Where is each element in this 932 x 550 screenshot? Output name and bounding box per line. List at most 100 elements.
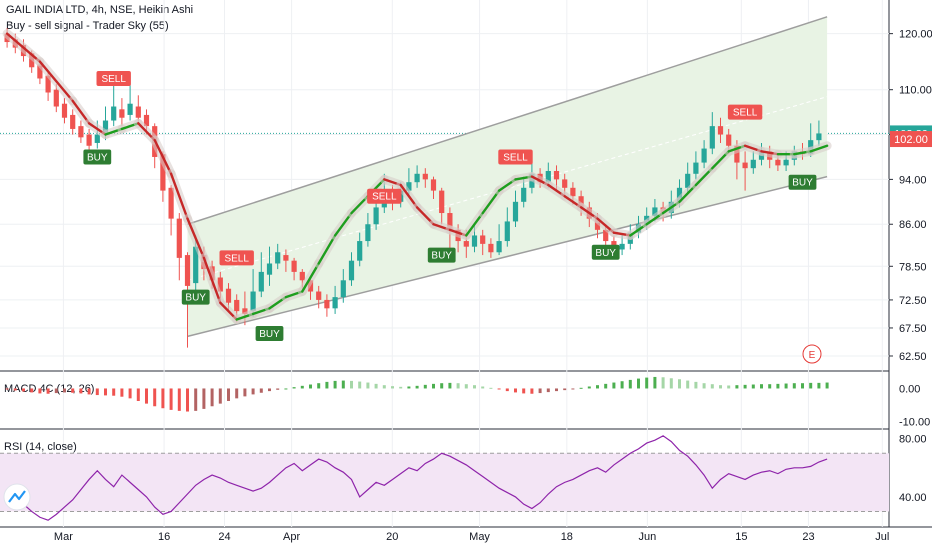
candle-body bbox=[603, 229, 609, 242]
macd-bar bbox=[423, 384, 427, 389]
candle-body bbox=[217, 277, 223, 292]
candle-body bbox=[734, 145, 740, 163]
y-tick-label: 78.50 bbox=[899, 261, 927, 273]
x-tick-label: 15 bbox=[735, 531, 747, 543]
macd-bar bbox=[5, 388, 9, 390]
macd-bar bbox=[63, 388, 66, 393]
signal-line-segment bbox=[301, 262, 320, 293]
macd-bar bbox=[112, 388, 116, 396]
candle-body bbox=[70, 114, 76, 129]
buy-signal-badge bbox=[788, 174, 817, 190]
macd-bar bbox=[489, 387, 493, 389]
candle-body bbox=[685, 173, 691, 188]
candle-body bbox=[496, 241, 502, 253]
candle-body bbox=[726, 134, 732, 146]
macd-bar bbox=[473, 385, 476, 389]
channel-lower-line bbox=[187, 175, 828, 338]
candle-body bbox=[291, 260, 297, 272]
buy-signal-badge bbox=[255, 326, 284, 342]
macd-bar bbox=[22, 388, 25, 392]
macd-pane: MACD 4C (12, 26) bbox=[4, 376, 829, 412]
signal-line-segment bbox=[481, 189, 501, 215]
y-tick-label: 86.00 bbox=[899, 219, 927, 231]
macd-bar bbox=[317, 383, 321, 389]
candle-body bbox=[504, 221, 510, 242]
sell-signal-label: SELL bbox=[372, 192, 397, 203]
macd-bar bbox=[153, 388, 157, 407]
candle-body bbox=[816, 133, 822, 141]
signal-line bbox=[2, 29, 832, 325]
candle-body bbox=[676, 187, 683, 202]
candle-body bbox=[365, 224, 371, 242]
candle-body bbox=[135, 106, 141, 118]
macd-bar bbox=[801, 383, 804, 389]
macd-bar bbox=[391, 386, 394, 389]
macd-bar bbox=[284, 388, 288, 390]
y-tick-label: 120.00 bbox=[899, 29, 932, 41]
macd-bar bbox=[694, 381, 698, 389]
macd-bar bbox=[522, 388, 526, 394]
candle-body bbox=[94, 134, 100, 143]
candle-body bbox=[439, 190, 445, 214]
signal-line-segment bbox=[399, 183, 419, 209]
candle-body bbox=[709, 126, 715, 149]
sell-signal-badge bbox=[367, 188, 402, 204]
macd-bar bbox=[194, 388, 198, 411]
candle-body bbox=[160, 154, 166, 191]
macd-bar bbox=[587, 386, 591, 389]
macd-bar bbox=[333, 380, 337, 389]
macd-bar bbox=[382, 385, 386, 389]
sell-signal-label: SELL bbox=[503, 152, 528, 163]
macd-bar bbox=[169, 388, 173, 410]
macd-bar bbox=[341, 380, 345, 389]
candle-body bbox=[37, 64, 43, 79]
candle-body bbox=[783, 159, 789, 166]
macd-bar bbox=[579, 387, 583, 389]
macd-bar bbox=[514, 388, 517, 393]
candle-body bbox=[373, 207, 379, 225]
signal-line-segment bbox=[38, 60, 74, 103]
sell-signal-badge bbox=[498, 149, 533, 165]
macd-bar bbox=[637, 378, 640, 389]
candle-body bbox=[111, 106, 117, 121]
macd-bar bbox=[686, 380, 690, 389]
macd-bar bbox=[751, 384, 755, 389]
macd-bar bbox=[276, 388, 280, 390]
macd-bar bbox=[95, 388, 99, 396]
candle-body bbox=[250, 291, 256, 312]
macd-bar bbox=[71, 388, 75, 393]
x-tick-label: Jul bbox=[875, 531, 889, 543]
candle-body bbox=[127, 103, 133, 115]
candle-body bbox=[332, 297, 338, 309]
signal-line-segment bbox=[465, 211, 484, 237]
candle-body bbox=[119, 109, 125, 118]
candle-body bbox=[414, 173, 420, 183]
macd-bar bbox=[481, 386, 485, 389]
prev-price-tag-text: 102.00 bbox=[894, 134, 928, 146]
candle-body bbox=[578, 196, 584, 208]
signal-line-segment bbox=[169, 172, 189, 220]
macd-bar bbox=[259, 388, 263, 393]
rsi-tick-label: 80.00 bbox=[899, 434, 927, 446]
x-tick-label: 23 bbox=[802, 531, 814, 543]
y-tick-label: 67.50 bbox=[899, 323, 927, 335]
y-tick-label: 110.00 bbox=[899, 85, 932, 97]
rsi-tick-label: 40.00 bbox=[899, 492, 927, 504]
macd-bar bbox=[104, 388, 107, 396]
macd-bar bbox=[628, 379, 632, 389]
candle-body bbox=[693, 162, 699, 174]
signal-annotations: SELL BUY BUY SELL BUY SELL BUY SELL BUY SELL BUY E bbox=[83, 70, 822, 364]
signal-line-segment bbox=[5, 32, 42, 63]
macd-bar bbox=[251, 388, 255, 395]
macd-bar bbox=[505, 388, 509, 392]
macd-bar bbox=[350, 380, 353, 389]
macd-bar bbox=[497, 388, 501, 390]
candle-body bbox=[463, 241, 469, 247]
y-tick-label: 72.50 bbox=[899, 295, 927, 307]
y-tick-label: 62.50 bbox=[899, 351, 927, 363]
macd-bar bbox=[678, 379, 681, 389]
signal-line-segment bbox=[153, 138, 173, 175]
macd-bar bbox=[825, 382, 829, 389]
candle-body bbox=[430, 179, 437, 191]
